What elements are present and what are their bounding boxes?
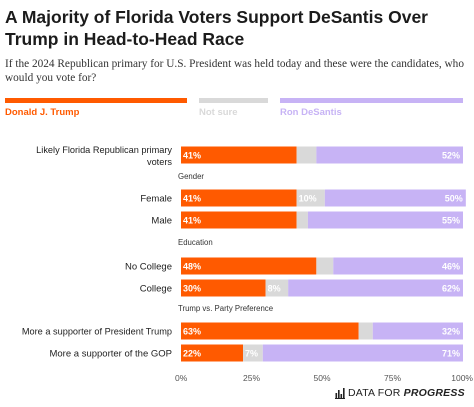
data-label: 32% bbox=[442, 327, 460, 337]
bar-segment bbox=[296, 211, 308, 229]
legend-swatch bbox=[199, 98, 268, 103]
data-label: 50% bbox=[445, 194, 463, 204]
x-tick-label: 75% bbox=[384, 373, 401, 383]
brand-emphasis: PROGRESS bbox=[403, 387, 465, 399]
bar-segment bbox=[316, 146, 463, 164]
bar-segment bbox=[181, 189, 297, 207]
row-label: Male bbox=[151, 216, 172, 227]
data-label: 41% bbox=[183, 194, 201, 204]
data-label: 48% bbox=[183, 262, 201, 272]
bar-segment bbox=[181, 344, 244, 362]
group-header: Trump vs. Party Preference bbox=[178, 304, 273, 313]
data-label: 10% bbox=[299, 194, 317, 204]
row-label: No College bbox=[125, 262, 172, 273]
data-label: 41% bbox=[183, 216, 201, 226]
bar-segment bbox=[181, 211, 297, 229]
x-tick-label: 25% bbox=[243, 373, 260, 383]
data-label: 46% bbox=[442, 262, 460, 272]
bar-segment bbox=[358, 322, 373, 340]
row-label: Female bbox=[140, 194, 172, 205]
x-tick-label: 0% bbox=[175, 373, 188, 383]
bar-segment bbox=[307, 211, 463, 229]
legend-label: Donald J. Trump bbox=[5, 107, 80, 118]
bar-segment bbox=[288, 279, 463, 297]
group-header: Education bbox=[178, 238, 213, 247]
bar-segment bbox=[265, 279, 289, 297]
data-label: 22% bbox=[183, 349, 201, 359]
bar-segment bbox=[296, 146, 317, 164]
legend-label: Ron DeSantis bbox=[280, 107, 342, 118]
legend-label: Not sure bbox=[199, 107, 238, 118]
bar-segment bbox=[372, 322, 463, 340]
data-label: 71% bbox=[442, 349, 460, 359]
bar-segment bbox=[181, 257, 317, 275]
brand-footer: DATA FOR PROGRESS bbox=[348, 387, 465, 399]
bar-segment bbox=[181, 279, 266, 297]
bar-segment bbox=[316, 257, 334, 275]
bar-segment bbox=[243, 344, 263, 362]
x-tick-label: 50% bbox=[313, 373, 330, 383]
data-label: 30% bbox=[183, 284, 201, 294]
row-label: More a supporter of President Trump bbox=[22, 327, 172, 337]
data-label: 8% bbox=[268, 284, 281, 294]
row-label: voters bbox=[147, 157, 172, 167]
chart-subtitle: If the 2024 Republican primary for U.S. … bbox=[5, 58, 464, 84]
data-label: 41% bbox=[183, 151, 201, 161]
data-label: 63% bbox=[183, 327, 201, 337]
group-header: Gender bbox=[178, 172, 204, 181]
bar-segment bbox=[181, 146, 297, 164]
legend-swatch bbox=[280, 98, 463, 103]
data-label: 52% bbox=[442, 151, 460, 161]
chart-title: A Majority of Florida Voters Support DeS… bbox=[5, 7, 428, 49]
bar-segment bbox=[296, 189, 325, 207]
row-label: College bbox=[140, 284, 172, 295]
bar-segment bbox=[262, 344, 463, 362]
brand-prefix: DATA FOR bbox=[348, 387, 404, 399]
data-label: 55% bbox=[442, 216, 460, 226]
data-label: 62% bbox=[442, 284, 460, 294]
row-label: More a supporter of the GOP bbox=[49, 349, 172, 360]
row-label: Likely Florida Republican primary bbox=[36, 145, 172, 155]
bar-segment bbox=[333, 257, 463, 275]
legend-swatch bbox=[5, 98, 187, 103]
data-label: 7% bbox=[245, 349, 258, 359]
x-tick-label: 100% bbox=[451, 373, 473, 383]
bar-segment bbox=[324, 189, 466, 207]
bar-chart-logo-icon bbox=[335, 388, 345, 399]
bar-segment bbox=[181, 322, 359, 340]
